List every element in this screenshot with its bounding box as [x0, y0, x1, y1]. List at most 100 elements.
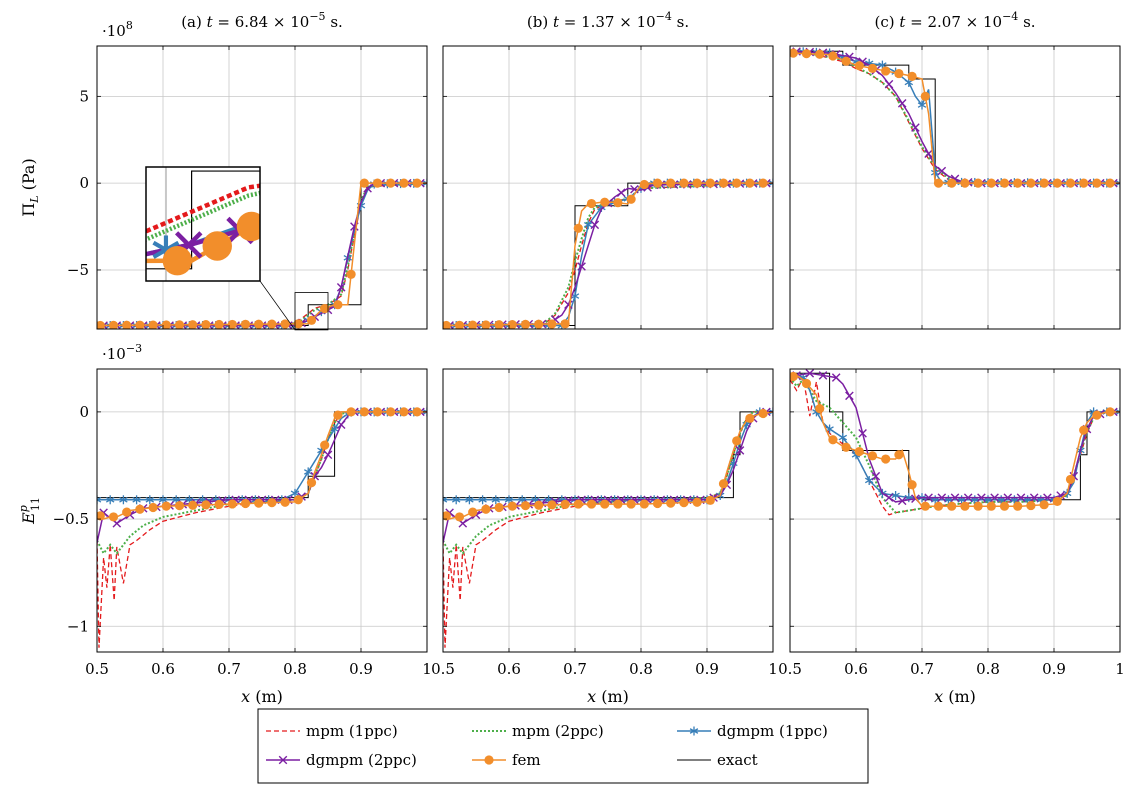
marker-fem — [386, 407, 396, 417]
marker-dgmpm-2ppc — [590, 220, 600, 230]
grid — [442, 369, 774, 652]
markers-dg1 — [97, 178, 427, 329]
marker-dgmpm-1ppc — [504, 495, 514, 505]
series-line-mpm2 — [97, 410, 427, 556]
legend-item-mpm1: mpm (1ppc) — [266, 722, 398, 740]
markers-fem — [443, 408, 768, 522]
marker-fem — [227, 319, 237, 329]
marker-fem — [1092, 178, 1102, 188]
marker-fem — [894, 68, 904, 79]
series-line-mpm2 — [443, 182, 773, 327]
x-tick-label: 0.8 — [283, 660, 307, 678]
marker-dgmpm-2ppc — [818, 371, 828, 380]
marker-dgmpm-1ppc — [689, 726, 699, 736]
marker-fem — [841, 56, 851, 66]
marker-fem — [732, 178, 742, 188]
marker-fem — [122, 507, 132, 517]
marker-dgmpm-1ppc — [491, 495, 501, 505]
marker-fem — [1013, 501, 1023, 511]
x-tick-label: 0.5 — [431, 660, 455, 678]
marker-fem — [639, 179, 649, 190]
marker-fem — [481, 504, 491, 514]
marker-fem — [626, 499, 636, 509]
marker-dgmpm-1ppc — [583, 220, 593, 230]
marker-dgmpm-2ppc — [937, 493, 947, 502]
marker-dgmpm-2ppc — [845, 391, 854, 401]
marker-fem — [560, 319, 570, 329]
marker-dgmpm-2ppc — [884, 493, 894, 502]
legend-label: mpm (2ppc) — [512, 722, 604, 740]
marker-fem — [758, 408, 768, 419]
marker-fem — [333, 300, 343, 310]
plot-frame — [789, 368, 1121, 653]
marker-fem — [108, 512, 119, 522]
marker-dgmpm-2ppc — [858, 429, 867, 438]
marker-fem — [399, 407, 409, 417]
marker-fem — [254, 319, 264, 329]
marker-fem — [468, 507, 478, 517]
marker-fem — [454, 512, 465, 522]
marker-fem — [626, 194, 636, 204]
marker-fem — [999, 178, 1010, 188]
x-tick-label: 1 — [768, 660, 778, 678]
plot-frame — [789, 45, 1121, 330]
marker-fem — [947, 178, 957, 188]
marker-fem — [174, 501, 185, 511]
marker-dgmpm-2ppc — [977, 493, 986, 502]
panel-title: (b) t = 1.37 × 10−4 s. — [527, 10, 689, 31]
marker-fem — [639, 499, 649, 509]
marker-fem — [1039, 500, 1049, 510]
marker-fem — [1013, 178, 1023, 188]
marker-fem — [933, 501, 944, 511]
y-tick-label: 0 — [79, 403, 89, 421]
marker-fem — [841, 442, 851, 452]
axis-multiplier: ·10−3 — [102, 342, 142, 363]
marker-fem — [484, 755, 494, 765]
marker-dgmpm-1ppc — [119, 495, 128, 505]
marker-dgmpm-2ppc — [805, 369, 815, 378]
marker-dgmpm-1ppc — [838, 433, 848, 443]
marker-fem — [443, 511, 451, 521]
marker-fem — [1039, 178, 1049, 188]
marker-fem — [1092, 410, 1102, 420]
marker-dgmpm-2ppc — [897, 496, 907, 506]
marker-dgmpm-2ppc — [564, 300, 573, 309]
x-tick-label: 0.6 — [497, 660, 521, 678]
marker-fem — [679, 178, 689, 188]
marker-fem — [520, 319, 531, 329]
series-group — [97, 407, 427, 648]
y-tick-label: 5 — [79, 87, 89, 105]
marker-fem — [894, 450, 904, 460]
marker-fem — [188, 320, 198, 329]
marker-fem — [306, 478, 317, 488]
marker-fem — [1026, 500, 1036, 511]
marker-fem — [867, 63, 878, 73]
marker-fem — [122, 320, 132, 329]
x-tick-label: 0.5 — [85, 660, 109, 678]
marker-fem — [468, 320, 478, 329]
marker-dgmpm-2ppc — [924, 149, 933, 158]
marker-fem — [372, 407, 383, 417]
legend-label: dgmpm (2ppc) — [306, 751, 417, 769]
marker-dgmpm-2ppc — [323, 450, 333, 460]
marker-fem — [666, 498, 676, 508]
markers-dg2 — [99, 407, 425, 528]
marker-fem — [573, 223, 583, 233]
marker-fem — [494, 502, 504, 513]
marker-dgmpm-1ppc — [451, 495, 461, 505]
plot-frame — [442, 368, 774, 653]
marker-fem — [947, 501, 957, 511]
marker-dgmpm-2ppc — [937, 166, 947, 176]
marker-dgmpm-2ppc — [336, 420, 346, 430]
legend-item-exact: exact — [677, 751, 758, 769]
marker-fem — [454, 320, 465, 329]
series-line-exact — [97, 411, 427, 499]
marker-dgmpm-1ppc — [290, 488, 300, 498]
marker-dgmpm-1ppc — [1115, 407, 1120, 417]
series-line-mpm1 — [97, 411, 427, 648]
legend-item-dg1: dgmpm (1ppc) — [677, 722, 828, 740]
series-line-fem — [790, 52, 1120, 184]
marker-fem — [1065, 178, 1076, 188]
marker-fem — [1052, 178, 1062, 188]
